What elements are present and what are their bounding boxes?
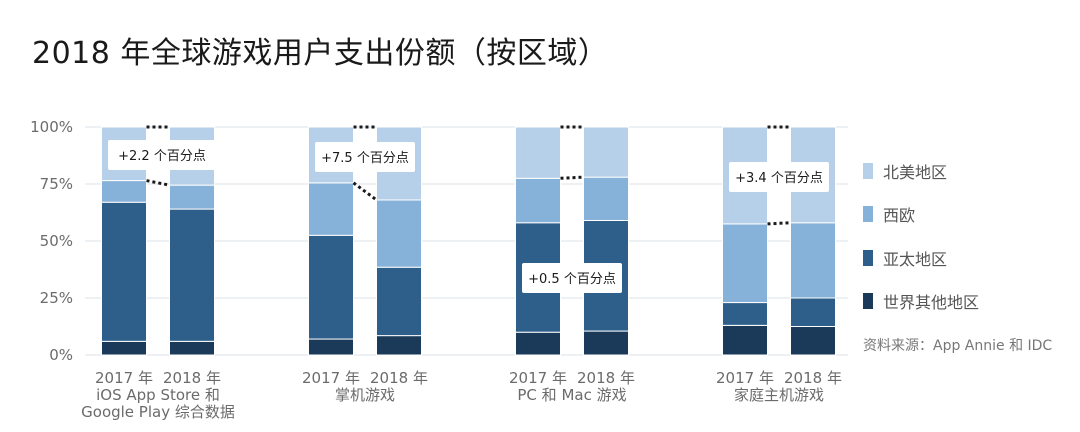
x-year-label: 2017 年 <box>95 369 153 387</box>
bar-segment <box>722 302 768 326</box>
legend-label: 西欧 <box>883 206 915 225</box>
bar-segment <box>583 330 629 356</box>
bar-segment <box>376 335 422 356</box>
bar-segment <box>790 222 836 299</box>
y-tick-label: 25% <box>40 289 73 307</box>
bar-segment <box>722 223 768 304</box>
bar-segment <box>101 201 147 342</box>
bar-segment <box>308 338 354 356</box>
x-group-label: PC 和 Mac 游戏 <box>517 386 626 404</box>
legend-swatch <box>863 250 873 266</box>
x-year-label: 2018 年 <box>163 369 221 387</box>
connector-bottom <box>352 181 378 202</box>
bar-segment <box>169 184 215 210</box>
y-tick-label: 75% <box>40 175 73 193</box>
x-year-label: 2017 年 <box>509 369 567 387</box>
connector-bottom <box>767 221 791 226</box>
annotation-label: +3.4 个百分点 <box>735 171 823 186</box>
x-year-label: 2017 年 <box>716 369 774 387</box>
connector-bottom <box>560 175 584 180</box>
annotation-label: +0.5 个百分点 <box>528 272 616 287</box>
bar-segment <box>722 324 768 356</box>
annotation-label: +7.5 个百分点 <box>321 151 409 166</box>
x-group-label: Google Play 综合数据 <box>81 403 235 421</box>
x-year-label: 2017 年 <box>302 369 360 387</box>
legend-label: 世界其他地区 <box>883 293 979 312</box>
bar-segment <box>376 199 422 268</box>
x-group-label: iOS App Store 和 <box>96 386 220 404</box>
annotation-label: +2.2 个百分点 <box>118 149 206 164</box>
x-year-label: 2018 年 <box>577 369 635 387</box>
annotation-box <box>729 162 829 192</box>
legend-swatch <box>863 293 873 309</box>
connector-bottom <box>146 179 170 187</box>
bar-segment <box>515 177 561 224</box>
x-group-label: 家庭主机游戏 <box>734 386 824 404</box>
annotation-box <box>315 142 415 172</box>
annotation-box <box>522 263 622 293</box>
legend-swatch <box>863 163 873 179</box>
bar-segment <box>790 326 836 356</box>
bar-segment <box>101 340 147 356</box>
x-year-label: 2018 年 <box>784 369 842 387</box>
y-tick-label: 50% <box>40 232 73 250</box>
bar-segment <box>169 208 215 342</box>
source-note: 资料来源：App Annie 和 IDC <box>863 338 1052 354</box>
bar-segment <box>101 180 147 203</box>
bar-segment <box>308 182 354 236</box>
y-tick-label: 0% <box>49 346 73 364</box>
bar-segment <box>790 297 836 327</box>
chart-title: 2018 年全球游戏用户支出份额（按区域） <box>32 36 609 71</box>
legend-label: 北美地区 <box>883 163 947 182</box>
x-group-label: 掌机游戏 <box>335 386 395 404</box>
annotation-box <box>108 140 216 170</box>
x-year-label: 2018 年 <box>370 369 428 387</box>
legend-swatch <box>863 206 873 222</box>
bar-segment <box>583 126 629 178</box>
bar-segment <box>308 234 354 340</box>
bar-segment <box>515 126 561 179</box>
y-tick-label: 100% <box>30 118 73 136</box>
bar-segment <box>169 340 215 356</box>
bar-segment <box>515 331 561 356</box>
bar-segment <box>583 176 629 221</box>
legend-label: 亚太地区 <box>883 250 947 269</box>
bar-segment <box>376 266 422 337</box>
